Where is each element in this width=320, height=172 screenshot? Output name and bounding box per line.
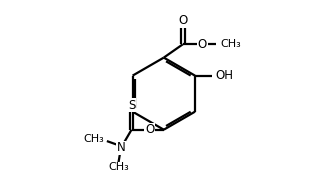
Text: CH₃: CH₃ <box>83 134 104 144</box>
Text: O: O <box>178 14 188 27</box>
Text: O: O <box>198 38 207 51</box>
Text: N: N <box>117 141 125 154</box>
Text: CH₃: CH₃ <box>108 162 129 172</box>
Text: CH₃: CH₃ <box>220 39 241 49</box>
Text: S: S <box>128 99 135 111</box>
Text: O: O <box>145 123 154 136</box>
Text: OH: OH <box>215 69 233 82</box>
